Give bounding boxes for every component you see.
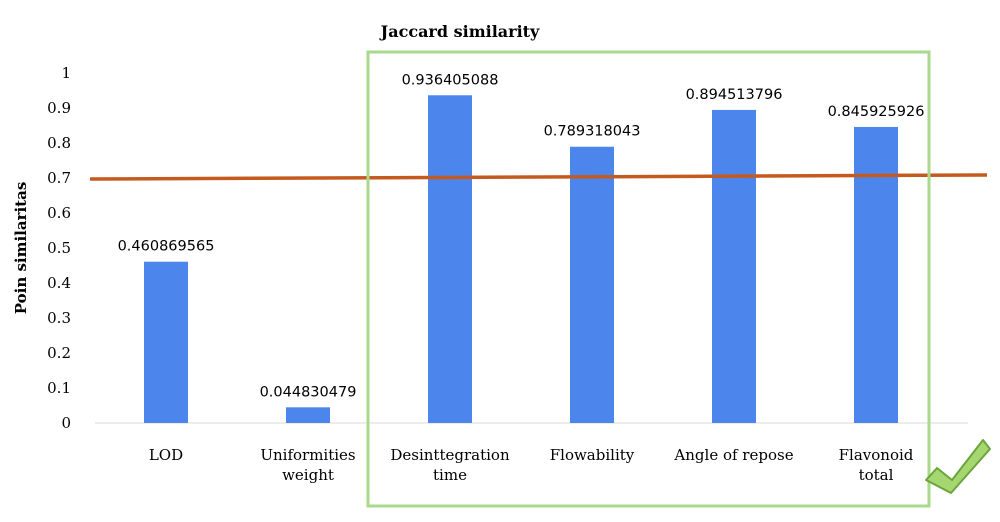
y-tick-label: 0.8 bbox=[47, 134, 71, 152]
data-label: 0.936405088 bbox=[402, 72, 499, 88]
y-tick-label: 0.3 bbox=[47, 309, 71, 327]
category-label: Flowability bbox=[550, 446, 635, 464]
category-label: Angle of repose bbox=[673, 446, 793, 464]
category-labels-group: LOD Uniformities weight Desinttegration time… bbox=[149, 446, 914, 484]
chart-title: Jaccard similarity bbox=[379, 22, 540, 41]
data-label: 0.789318043 bbox=[544, 124, 641, 140]
y-tick-label: 0.9 bbox=[47, 99, 71, 117]
category-label: Uniformities weight bbox=[260, 446, 355, 484]
bar bbox=[854, 126, 898, 423]
y-tick-label: 0.1 bbox=[47, 379, 71, 397]
y-axis-label: Poin similaritas bbox=[12, 182, 30, 315]
category-label-line: Desinttegration bbox=[390, 446, 510, 464]
checkmark-icon bbox=[925, 439, 991, 494]
bar bbox=[712, 109, 756, 424]
bar bbox=[428, 95, 472, 424]
category-label-line: Flavonoid bbox=[839, 446, 914, 464]
category-label-line: Flowability bbox=[550, 446, 635, 464]
category-label-line: Uniformities bbox=[260, 446, 355, 464]
category-label-line: weight bbox=[282, 466, 334, 484]
threshold-line bbox=[89, 173, 988, 181]
y-tick-label: 0.5 bbox=[47, 239, 71, 257]
bar bbox=[286, 407, 330, 423]
y-tick-label: 0.4 bbox=[47, 274, 71, 292]
category-label-line: total bbox=[859, 466, 894, 484]
data-label: 0.894513796 bbox=[686, 87, 783, 103]
bar bbox=[570, 146, 614, 423]
bar bbox=[144, 261, 188, 423]
y-tick-label: 0 bbox=[61, 414, 71, 432]
data-labels-group: 0.460869565 0.044830479 0.936405088 0.78931… bbox=[118, 72, 925, 400]
highlight-box bbox=[366, 50, 931, 508]
y-tick-label: 1 bbox=[61, 64, 71, 82]
category-label-line: LOD bbox=[149, 446, 183, 464]
category-label: LOD bbox=[149, 446, 183, 464]
category-label: Flavonoid total bbox=[839, 446, 914, 484]
category-label: Desinttegration time bbox=[390, 446, 510, 484]
category-label-line: Angle of repose bbox=[673, 446, 793, 464]
y-tick-label: 0.6 bbox=[47, 204, 71, 222]
y-tick-label: 0.7 bbox=[47, 169, 71, 187]
bars-group bbox=[144, 95, 898, 424]
data-label: 0.845925926 bbox=[828, 104, 925, 120]
data-label: 0.460869565 bbox=[118, 239, 215, 255]
category-label-line: time bbox=[433, 466, 467, 484]
y-axis-ticks: 0 0.1 0.2 0.3 0.4 0.5 0.6 0.7 0.8 0.9 1 bbox=[47, 64, 71, 432]
data-label: 0.044830479 bbox=[260, 384, 357, 400]
y-tick-label: 0.2 bbox=[47, 344, 71, 362]
